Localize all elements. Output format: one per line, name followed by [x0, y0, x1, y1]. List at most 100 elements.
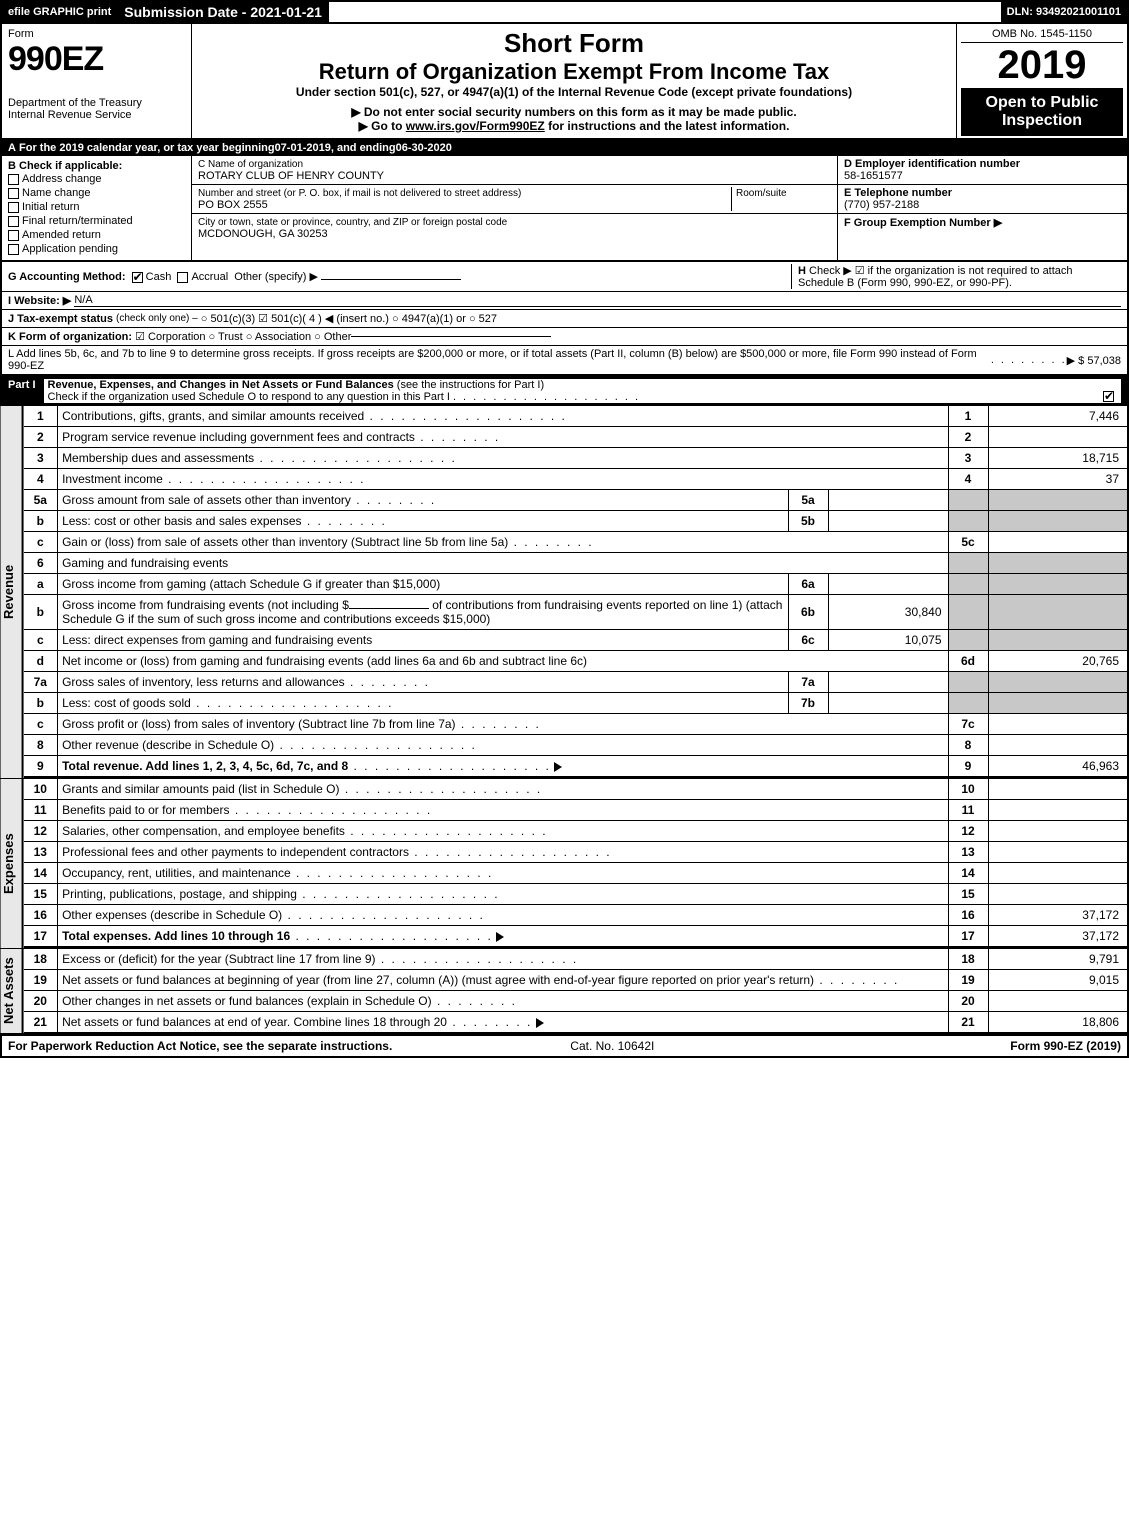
l12-n: 12 [24, 821, 58, 842]
l21-dots [447, 1015, 532, 1029]
l16-d: Other expenses (describe in Schedule O) [62, 908, 282, 922]
line-11: 11Benefits paid to or for members11 [24, 800, 1128, 821]
cb-amended[interactable]: Amended return [8, 228, 185, 242]
box-j-label: J Tax-exempt status [8, 313, 113, 325]
box-l-text: L Add lines 5b, 6c, and 7b to line 9 to … [8, 348, 991, 372]
netassets-table: 18Excess or (deficit) for the year (Subt… [24, 949, 1129, 1033]
line-19: 19Net assets or fund balances at beginni… [24, 970, 1128, 991]
cb-pending[interactable]: Application pending [8, 242, 185, 256]
open-inspection: Open to Public Inspection [961, 88, 1123, 136]
l14-d: Occupancy, rent, utilities, and maintena… [62, 866, 291, 880]
box-i-label: I Website: ▶ [8, 294, 71, 307]
line-17: 17Total expenses. Add lines 10 through 1… [24, 926, 1128, 948]
part1-check: Check if the organization used Schedule … [48, 391, 450, 403]
cb-name[interactable]: Name change [8, 186, 185, 200]
l19-dots [814, 973, 899, 987]
l4-box: 4 [948, 469, 988, 490]
l2-n: 2 [24, 427, 58, 448]
l5c-dots [508, 535, 593, 549]
cb-final[interactable]: Final return/terminated [8, 214, 185, 228]
l6b-blank[interactable] [349, 608, 429, 609]
line-8: 8Other revenue (describe in Schedule O)8 [24, 735, 1128, 756]
l17-n: 17 [24, 926, 58, 948]
l6a-subamt [828, 574, 948, 595]
cb-cash[interactable] [132, 272, 143, 283]
part1-checkbox[interactable] [1103, 391, 1114, 402]
l21-box: 21 [948, 1012, 988, 1033]
l1-amt: 7,446 [988, 406, 1128, 427]
line-2: 2 Program service revenue including gover… [24, 427, 1128, 448]
line-7b: bLess: cost of goods sold7b [24, 693, 1128, 714]
l6-box [948, 553, 988, 574]
l14-amt [988, 863, 1128, 884]
row-j: J Tax-exempt status (check only one) – ○… [0, 310, 1129, 328]
goto-link-text[interactable]: www.irs.gov/Form990EZ [406, 119, 545, 133]
cb-amended-lbl: Amended return [22, 229, 101, 241]
part1-title: Revenue, Expenses, and Changes in Net As… [44, 379, 1121, 403]
l11-amt [988, 800, 1128, 821]
l5b-n: b [24, 511, 58, 532]
org-name-label: C Name of organization [198, 159, 303, 170]
line-3: 3Membership dues and assessments318,715 [24, 448, 1128, 469]
form-id-col: Form 990EZ Department of the Treasury In… [2, 24, 192, 138]
line-6d: dNet income or (loss) from gaming and fu… [24, 651, 1128, 672]
part1-dots [453, 391, 640, 403]
box-h: H Check ▶ ☑ if the organization is not r… [791, 264, 1121, 289]
l14-box: 14 [948, 863, 988, 884]
year-col: OMB No. 1545-1150 2019 Open to Public In… [957, 24, 1127, 138]
line-10: 10Grants and similar amounts paid (list … [24, 779, 1128, 800]
line-7c: cGross profit or (loss) from sales of in… [24, 714, 1128, 735]
l9-amt: 46,963 [988, 756, 1128, 778]
l5a-subamt [828, 490, 948, 511]
l6c-box [948, 630, 988, 651]
cb-initial-lbl: Initial return [22, 201, 79, 213]
efile-text[interactable]: efile GRAPHIC print [8, 6, 111, 18]
l6-amt [988, 553, 1128, 574]
l18-d: Excess or (deficit) for the year (Subtra… [62, 952, 375, 966]
l6a-box [948, 574, 988, 595]
box-e: E Telephone number (770) 957-2188 [838, 185, 1127, 214]
l5b-sub: 5b [788, 511, 828, 532]
l21-tri-icon [536, 1018, 544, 1028]
l15-amt [988, 884, 1128, 905]
l13-box: 13 [948, 842, 988, 863]
l16-dots [282, 908, 485, 922]
period-row: A For the 2019 calendar year, or tax yea… [0, 140, 1129, 156]
l8-box: 8 [948, 735, 988, 756]
l20-amt [988, 991, 1128, 1012]
l2-d: Program service revenue including govern… [62, 430, 415, 444]
l5c-d: Gain or (loss) from sale of assets other… [62, 535, 508, 549]
l15-box: 15 [948, 884, 988, 905]
l2-amt [988, 427, 1128, 448]
k-other-input[interactable] [351, 336, 551, 337]
dept-2: Internal Revenue Service [8, 109, 185, 121]
l6c-d: Less: direct expenses from gaming and fu… [58, 630, 788, 651]
l7a-dots [345, 675, 430, 689]
l7b-sub: 7b [788, 693, 828, 714]
l7b-amt [988, 693, 1128, 714]
l6c-n: c [24, 630, 58, 651]
footer: For Paperwork Reduction Act Notice, see … [0, 1035, 1129, 1058]
title-col: Short Form Return of Organization Exempt… [192, 24, 957, 138]
submission-date: Submission Date - 2021-01-21 [118, 2, 329, 22]
l12-d: Salaries, other compensation, and employ… [62, 824, 345, 838]
l14-n: 14 [24, 863, 58, 884]
l6c-amt [988, 630, 1128, 651]
goto-link[interactable]: www.irs.gov/Form990EZ [406, 119, 545, 133]
efile-links[interactable]: efile GRAPHIC print [2, 2, 118, 22]
l12-amt [988, 821, 1128, 842]
l3-amt: 18,715 [988, 448, 1128, 469]
form-number: 990EZ [8, 40, 185, 79]
cb-initial[interactable]: Initial return [8, 200, 185, 214]
box-b-title: B Check if applicable: [8, 160, 122, 172]
cb-name-lbl: Name change [22, 187, 91, 199]
l12-dots [345, 824, 548, 838]
l13-amt [988, 842, 1128, 863]
cb-address[interactable]: Address change [8, 172, 185, 186]
box-g: G Accounting Method: Cash Accrual Other … [8, 270, 791, 283]
l5a-amt [988, 490, 1128, 511]
other-input[interactable] [321, 279, 461, 280]
l7b-d: Less: cost of goods sold [62, 696, 191, 710]
l20-d: Other changes in net assets or fund bala… [62, 994, 432, 1008]
cb-accrual[interactable] [177, 272, 188, 283]
